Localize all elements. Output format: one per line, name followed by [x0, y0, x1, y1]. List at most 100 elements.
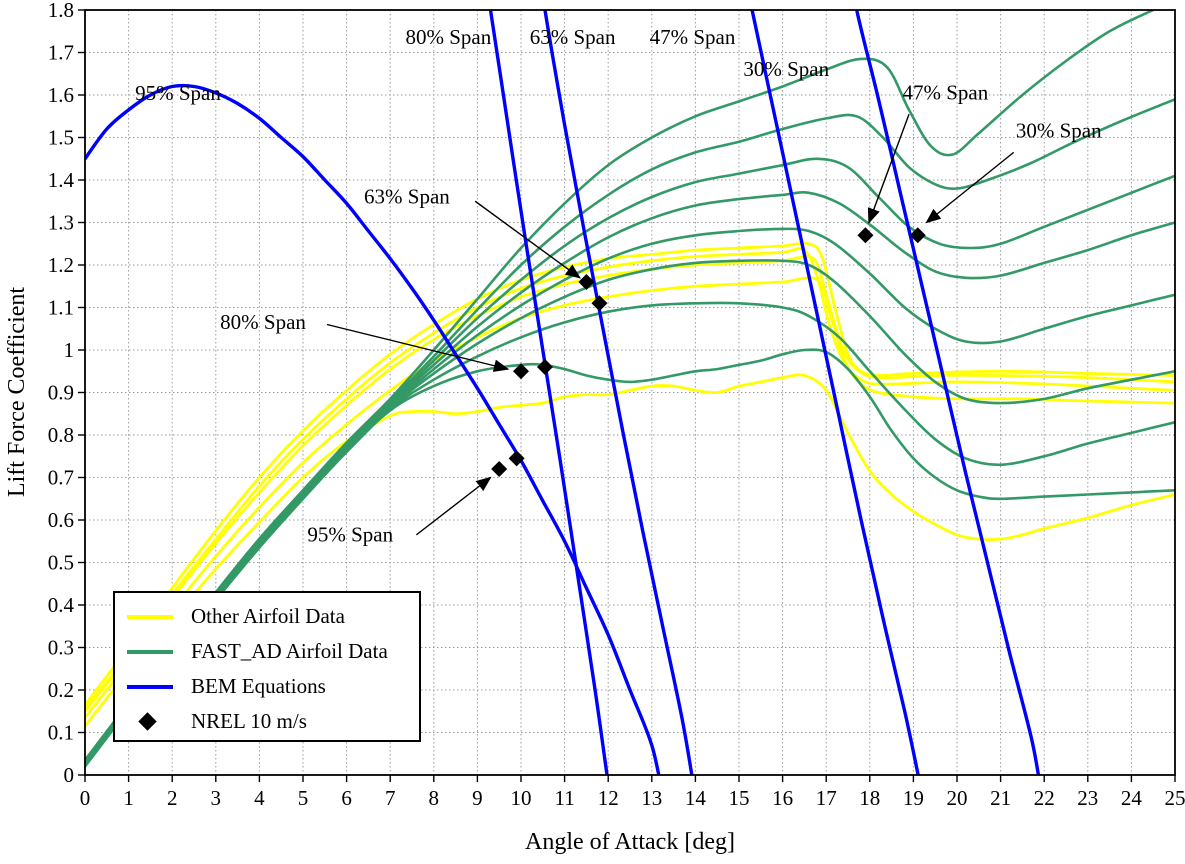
- annotation-label-0: 95% Span: [135, 81, 221, 105]
- annotation-label-8: 47% Span: [903, 80, 989, 104]
- y-tick-label: 0.3: [48, 636, 74, 660]
- x-tick-label: 21: [990, 786, 1011, 810]
- x-tick-label: 0: [80, 786, 91, 810]
- x-tick-label: 5: [298, 786, 309, 810]
- annotation-label-6: 80% Span: [220, 310, 306, 334]
- annotations-layer: 95% Span 80% Span 63% Span 47% Span 30% Span…: [135, 25, 1102, 546]
- y-tick-label: 1: [64, 338, 75, 362]
- nrel-markers-layer: [491, 227, 926, 477]
- y-axis-title: Lift Force Coefficient: [4, 287, 30, 497]
- annotation-label-5: 63% Span: [364, 184, 450, 208]
- x-tick-label: 24: [1121, 786, 1143, 810]
- series-bem-63-span: [543, 10, 694, 775]
- y-tick-label: 0.2: [48, 678, 74, 702]
- x-tick-label: 25: [1165, 786, 1185, 810]
- legend-item-bem: BEM Equations: [127, 669, 419, 704]
- x-tick-label: 4: [254, 786, 265, 810]
- nrel-diamond-marker: [857, 227, 874, 244]
- y-tick-label: 1.4: [48, 168, 75, 192]
- x-tick-label: 23: [1077, 786, 1098, 810]
- x-tick-label: 2: [167, 786, 178, 810]
- annotation-arrow-8: [867, 113, 910, 224]
- legend-item-other-airfoil: Other Airfoil Data: [127, 599, 419, 634]
- y-tick-label: 1.6: [48, 83, 74, 107]
- y-tick-label: 1.5: [48, 126, 74, 150]
- x-tick-label: 22: [1034, 786, 1055, 810]
- series-fast-ad-8: [85, 348, 1175, 768]
- legend-swatch-cell: [127, 649, 179, 654]
- x-tick-label: 18: [859, 786, 880, 810]
- nrel-diamond-marker: [508, 450, 525, 467]
- series-bem-30-span: [854, 10, 1041, 775]
- series-other-airfoil-5: [85, 247, 1175, 711]
- y-tick-label: 1.2: [48, 253, 74, 277]
- annotation-label-4: 30% Span: [743, 57, 829, 81]
- green-line-swatch-icon: [127, 649, 173, 654]
- y-tick-label: 0.1: [48, 721, 74, 745]
- legend-swatch-cell: [127, 712, 179, 731]
- y-tick-label: 0.9: [48, 381, 74, 405]
- y-tick-label: 0.4: [48, 593, 75, 617]
- x-tick-label: 11: [554, 786, 574, 810]
- legend-item-nrel: NREL 10 m/s: [127, 704, 419, 739]
- x-axis-title: Angle of Attack [deg]: [525, 829, 735, 855]
- legend-swatch-cell: [127, 684, 179, 689]
- x-tick-label: 6: [341, 786, 352, 810]
- y-tick-label: 0.5: [48, 551, 74, 575]
- nrel-diamond-marker: [536, 359, 553, 375]
- x-tick-label: 12: [598, 786, 619, 810]
- legend-label: FAST_AD Airfoil Data: [191, 639, 388, 663]
- axes-layer: 0 1 2 3 4 5 6 7 8 9 10 11 12 13 14 15 16 17 18 19 20 21 22 23 24…: [48, 0, 1185, 810]
- series-other-airfoil-2: [85, 255, 1175, 713]
- y-tick-label: 0.6: [48, 508, 74, 532]
- y-tick-label: 0: [64, 763, 75, 787]
- series-bem-80-span: [488, 10, 609, 775]
- x-tick-label: 8: [429, 786, 440, 810]
- nrel-diamond-marker: [491, 461, 508, 477]
- y-tick-label: 0.7: [48, 466, 74, 490]
- yellow-line-swatch-icon: [127, 614, 173, 619]
- annotation-label-3: 47% Span: [650, 25, 736, 49]
- annotation-arrow-9: [925, 151, 1015, 224]
- x-tick-label: 14: [685, 786, 707, 810]
- series-other-airfoil-3: [85, 276, 1175, 719]
- legend-label: BEM Equations: [191, 674, 326, 698]
- x-tick-label: 10: [511, 786, 532, 810]
- annotation-arrow-5: [474, 200, 581, 279]
- y-tick-label: 1.8: [48, 0, 74, 22]
- annotation-arrow-6: [326, 323, 510, 372]
- y-tick-label: 1.7: [48, 41, 74, 65]
- x-tick-label: 19: [903, 786, 924, 810]
- legend-item-fast-ad: FAST_AD Airfoil Data: [127, 634, 419, 669]
- annotation-label-2: 63% Span: [530, 25, 616, 49]
- x-tick-label: 15: [729, 786, 750, 810]
- annotation-label-7: 95% Span: [307, 522, 393, 546]
- x-tick-label: 1: [123, 786, 134, 810]
- series-other-airfoil-1: [85, 241, 1175, 707]
- y-tick-label: 1.3: [48, 211, 74, 235]
- nrel-diamond-marker: [578, 274, 595, 290]
- x-tick-label: 16: [772, 786, 793, 810]
- x-tick-label: 13: [641, 786, 662, 810]
- blue-line-swatch-icon: [127, 684, 173, 689]
- legend-label: Other Airfoil Data: [191, 604, 345, 628]
- series-layer: [85, 10, 1175, 775]
- x-tick-label: 9: [472, 786, 483, 810]
- y-tick-label: 0.8: [48, 423, 74, 447]
- nrel-diamond-marker: [909, 227, 926, 244]
- series-bem-47-span: [750, 10, 920, 775]
- x-tick-label: 3: [211, 786, 222, 810]
- legend-box: Other Airfoil Data FAST_AD Airfoil Data …: [113, 591, 421, 742]
- x-tick-label: 7: [385, 786, 396, 810]
- y-tick-label: 1.1: [48, 296, 74, 320]
- grid-layer: [85, 10, 1175, 775]
- legend-label: NREL 10 m/s: [191, 709, 307, 733]
- diamond-marker-icon: [138, 712, 157, 731]
- x-tick-label: 20: [947, 786, 968, 810]
- x-tick-label: 17: [816, 786, 837, 810]
- nrel-diamond-marker: [513, 363, 529, 380]
- legend-swatch-cell: [127, 614, 179, 619]
- annotation-label-1: 80% Span: [405, 25, 491, 49]
